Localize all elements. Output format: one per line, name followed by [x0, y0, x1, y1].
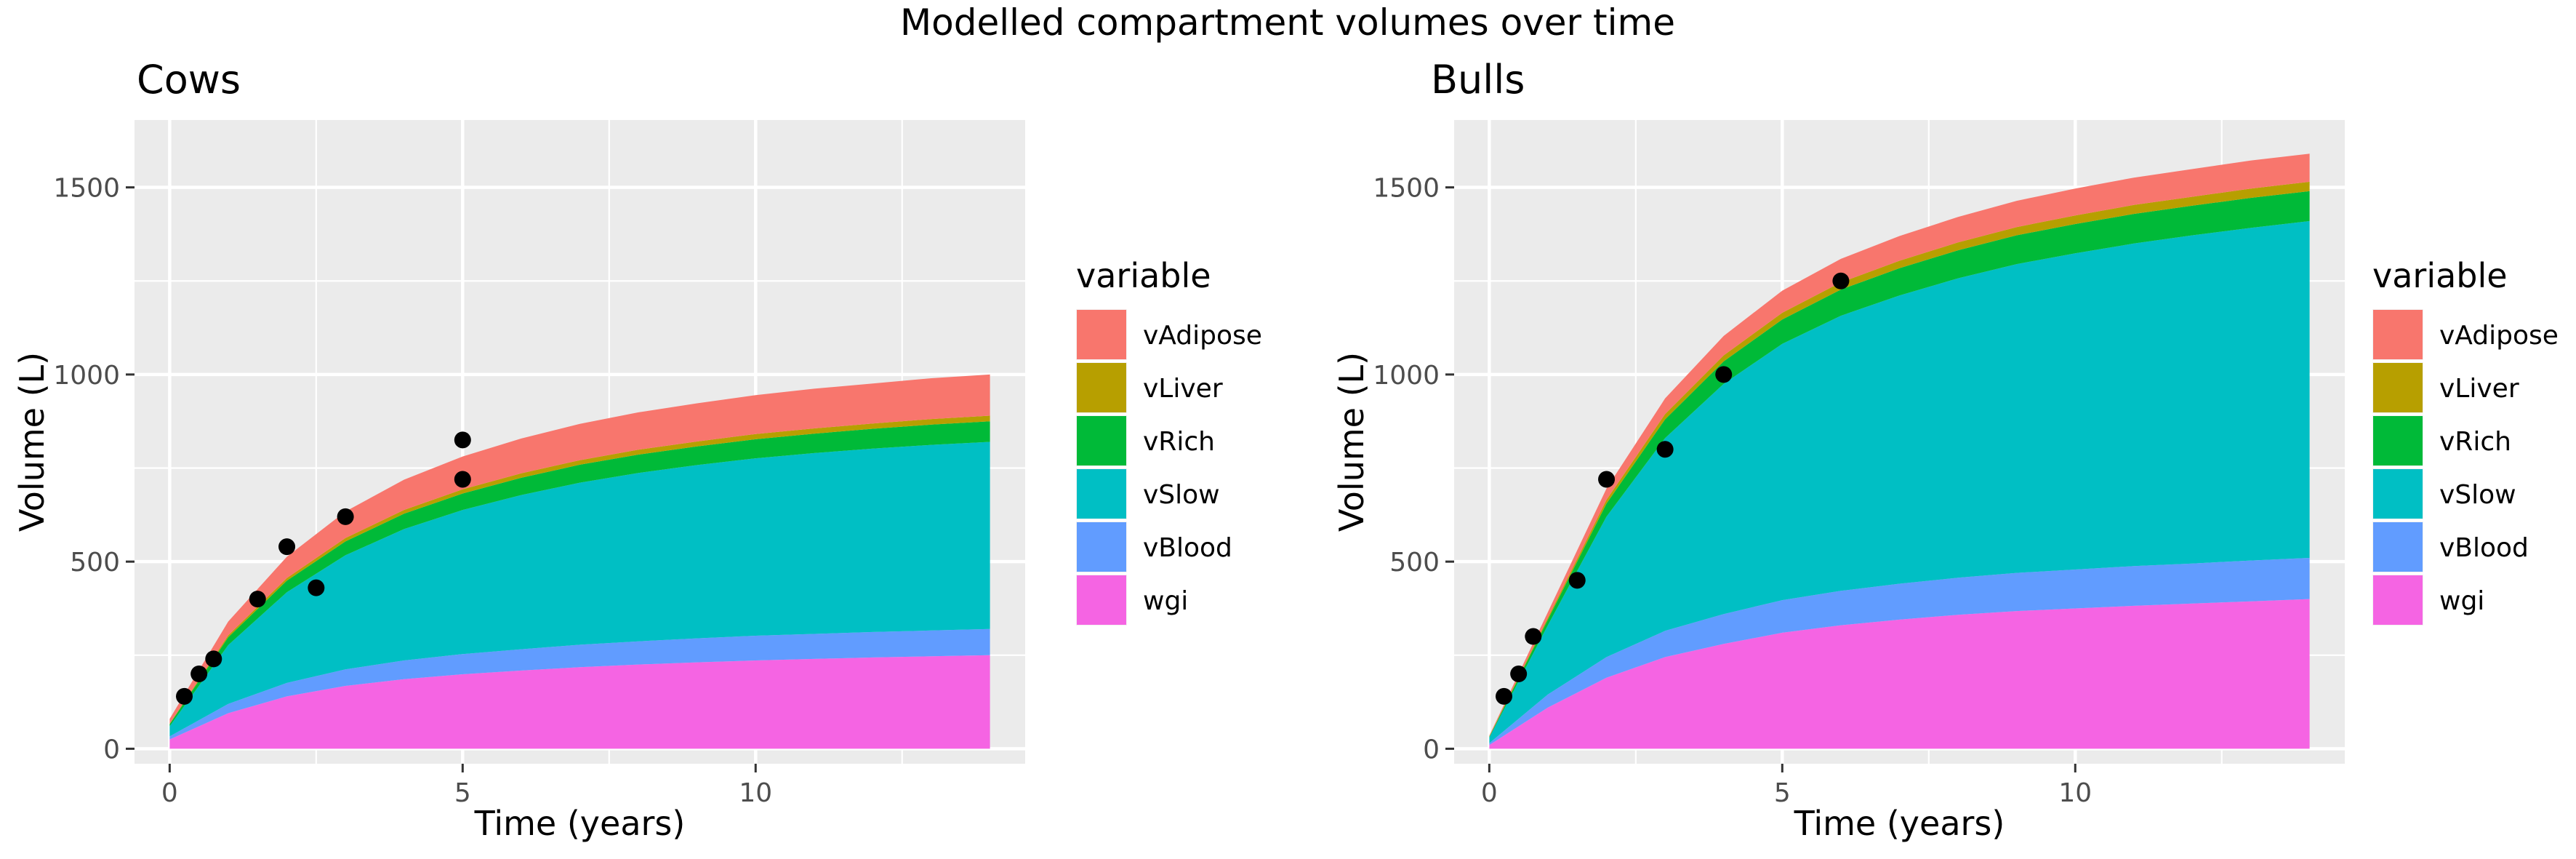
legend-label: vLiver: [2439, 374, 2519, 404]
legend-swatch: [1077, 310, 1126, 359]
legend-swatch: [1077, 469, 1126, 519]
legend-item-vAdipose: vAdipose: [1076, 309, 1262, 360]
data-point: [1656, 441, 1674, 458]
legend-label: vBlood: [1143, 533, 1232, 563]
data-point: [190, 666, 208, 683]
area-wgi: [1489, 599, 2310, 749]
data-point: [1510, 666, 1528, 683]
y-axis-title: Volume (L): [12, 352, 52, 532]
panel-bulls: Bulls 0 500 1000 1500 0 5 10 Time (years) Volume …: [1332, 57, 2559, 843]
legend-label: vLiver: [1143, 374, 1223, 404]
area-vSlow: [169, 442, 990, 737]
y-tick-label: 1500: [53, 174, 120, 204]
axes: 0 500 1000 1500 0 5 10: [1373, 174, 2092, 808]
legend-label: vRich: [1143, 427, 1215, 457]
legend-item-vSlow: vSlow: [2372, 468, 2516, 519]
legend-swatch: [2373, 469, 2423, 519]
legend-swatch: [2373, 416, 2423, 466]
data-point: [176, 687, 193, 705]
x-tick-label: 5: [454, 778, 471, 808]
legend-label: wgi: [1143, 586, 1188, 616]
observed-points: [176, 431, 471, 705]
legend-item-vLiver: vLiver: [1076, 362, 1223, 413]
stacked-areas: [169, 374, 990, 749]
x-tick-label: 0: [1481, 778, 1498, 808]
y-tick-label: 500: [70, 548, 120, 578]
y-tick-label: 1500: [1373, 174, 1440, 204]
area-vBlood: [1489, 558, 2310, 746]
legend-item-vAdipose: vAdipose: [2372, 309, 2559, 360]
y-tick-label: 1000: [1373, 361, 1440, 391]
legend-swatch: [1077, 416, 1126, 466]
legend: variable vAdipose vLiver vRich vSlow vBlood wg…: [2372, 256, 2559, 626]
data-point: [1715, 366, 1733, 383]
legend-swatch: [2373, 363, 2423, 412]
legend-label: wgi: [2439, 586, 2484, 616]
data-point: [205, 650, 222, 668]
area-vAdipose: [169, 374, 990, 724]
data-point: [1832, 272, 1850, 289]
data-point: [1496, 687, 1513, 705]
legend-item-vBlood: vBlood: [2372, 522, 2529, 572]
legend: variable vAdipose vLiver vRich vSlow vBlood wg…: [1076, 256, 1262, 626]
legend-title: variable: [1076, 256, 1211, 295]
x-tick-label: 5: [1774, 778, 1791, 808]
data-point: [308, 579, 325, 596]
x-tick-label: 10: [2058, 778, 2092, 808]
x-axis-title: Time (years): [1794, 804, 2005, 843]
area-vRich: [169, 421, 990, 727]
legend-swatch: [1077, 363, 1126, 412]
axes: 0 500 1000 1500 0 5 10: [53, 174, 772, 808]
data-point: [337, 508, 354, 525]
x-axis-title: Time (years): [474, 804, 686, 843]
legend-item-vLiver: vLiver: [2372, 362, 2519, 413]
data-point: [454, 431, 471, 449]
legend-swatch: [2373, 310, 2423, 359]
data-point: [278, 538, 296, 556]
legend-label: vBlood: [2439, 533, 2529, 563]
legend-item-vSlow: vSlow: [1076, 468, 1220, 519]
y-tick-label: 500: [1389, 548, 1440, 578]
data-point: [454, 471, 471, 488]
legend-swatch: [2373, 575, 2423, 625]
data-point: [249, 591, 266, 608]
y-axis-title: Volume (L): [1332, 352, 1371, 532]
x-tick-label: 10: [739, 778, 772, 808]
stacked-areas: [1489, 153, 2310, 749]
y-tick-label: 0: [103, 735, 120, 764]
legend-label: vAdipose: [2439, 321, 2559, 351]
legend-label: vAdipose: [1143, 321, 1262, 351]
panel-title: Cows: [137, 57, 241, 103]
legend-item-wgi: wgi: [2372, 575, 2484, 626]
observed-points: [1496, 272, 1850, 705]
legend-swatch: [2373, 522, 2423, 572]
legend-item-vBlood: vBlood: [1076, 522, 1232, 572]
data-point: [1568, 572, 1586, 589]
panel-title: Bulls: [1431, 57, 1525, 103]
area-vBlood: [169, 628, 990, 740]
legend-swatch: [1077, 575, 1126, 625]
area-wgi: [169, 655, 990, 749]
legend-item-vRich: vRich: [1076, 415, 1215, 466]
y-tick-label: 0: [1423, 735, 1440, 764]
x-tick-label: 0: [161, 778, 178, 808]
legend-title: variable: [2372, 256, 2508, 295]
area-vSlow: [1489, 220, 2310, 743]
figure-title: Modelled compartment volumes over time: [900, 1, 1675, 44]
legend-label: vSlow: [1143, 480, 1220, 510]
legend-label: vRich: [2439, 427, 2511, 457]
data-point: [1525, 628, 1542, 645]
data-point: [1598, 471, 1616, 488]
y-tick-label: 1000: [53, 361, 120, 391]
legend-item-vRich: vRich: [2372, 415, 2511, 466]
legend-item-wgi: wgi: [1076, 575, 1188, 626]
legend-label: vSlow: [2439, 480, 2516, 510]
panel-cows: Cows 0 500 1000 1500 0 5 10 Time (years) Volume (…: [12, 57, 1262, 843]
legend-swatch: [1077, 522, 1126, 572]
